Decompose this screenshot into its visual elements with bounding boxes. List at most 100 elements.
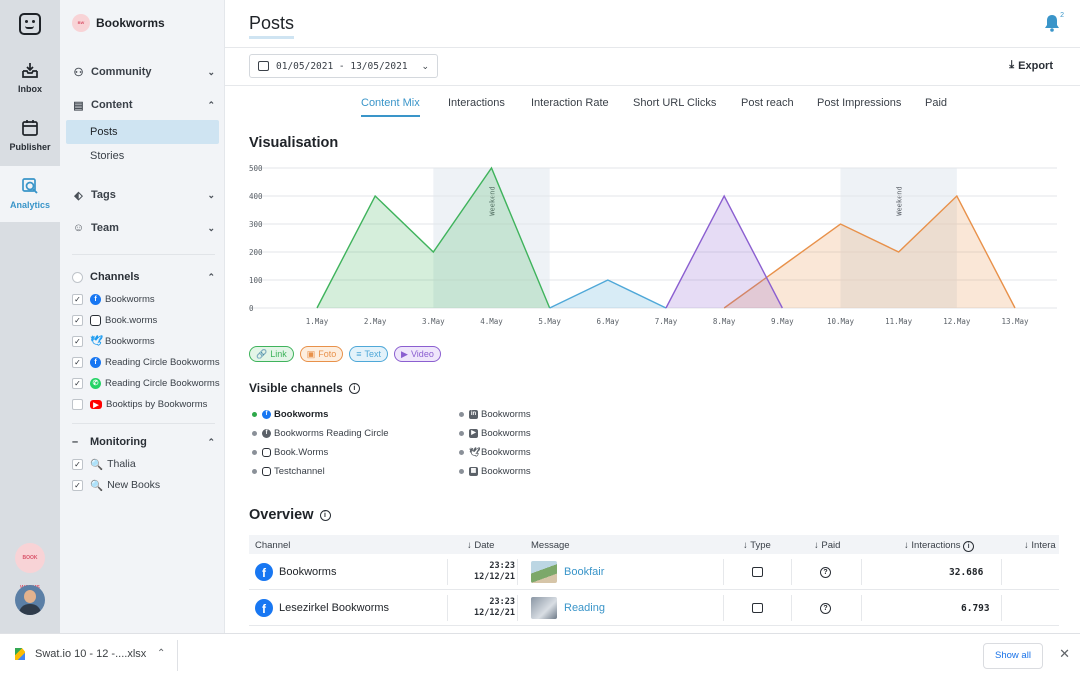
column-header-label: Interactions xyxy=(911,540,961,551)
column-header-interaction-rate[interactable]: ↓ Intera xyxy=(1024,540,1056,551)
tag-icon: ⬖ xyxy=(74,189,83,202)
column-header-date[interactable]: ↓ Date xyxy=(467,540,494,551)
info-icon[interactable]: i xyxy=(963,541,975,552)
date-range-picker[interactable]: 01/05/2021 - 13/05/2021 ⌄ xyxy=(249,54,438,78)
select-all-channels-checkbox[interactable] xyxy=(72,271,83,283)
monitoring-item[interactable]: ✓ 🔍 Thalia xyxy=(72,456,222,472)
rail-item-analytics[interactable]: Analytics xyxy=(0,166,60,222)
column-header-type[interactable]: ↓ Type xyxy=(743,540,771,551)
close-icon[interactable]: ✕ xyxy=(1059,646,1070,661)
checkbox[interactable] xyxy=(72,398,83,410)
analytics-icon xyxy=(22,178,38,194)
rail-item-label: Analytics xyxy=(9,200,51,210)
rail-item-inbox[interactable]: Inbox xyxy=(0,60,60,116)
table-row[interactable]: f Lesezirkel Bookworms 23:23 12/12/21 Read… xyxy=(249,590,1059,626)
sidebar-item-content[interactable]: ▤ Content ⌃ xyxy=(72,96,215,114)
checkbox[interactable]: ✓ xyxy=(72,335,83,347)
download-item[interactable]: Swat.io 10 - 12 -....xlsx xyxy=(15,648,146,660)
sidebar-subitem-stories[interactable]: Stories xyxy=(90,150,125,162)
monitoring-header[interactable]: – Monitoring ⌃ xyxy=(72,434,215,450)
column-header-paid[interactable]: ↓ Paid xyxy=(814,540,840,551)
checkbox[interactable]: ✓ xyxy=(72,356,83,368)
visible-channel-item[interactable]: ▦ Bookworms xyxy=(459,462,531,481)
tab-short-url-clicks[interactable]: Short URL Clicks xyxy=(633,97,717,109)
tab-interaction-rate[interactable]: Interaction Rate xyxy=(531,97,609,109)
photo-icon xyxy=(752,567,763,577)
link-icon: 🔗 xyxy=(256,349,268,359)
column-header-interactions[interactable]: ↓ Interactions i xyxy=(904,540,975,552)
channel-item[interactable]: ✓ f Reading Circle Bookworms xyxy=(72,354,222,370)
channel-name: Bookworms xyxy=(279,566,337,578)
visible-channel-label: Book.Worms xyxy=(274,447,329,458)
monitoring-item[interactable]: ✓ 🔍 New Books xyxy=(72,477,222,493)
legend-chip-link[interactable]: 🔗 Link xyxy=(249,346,294,362)
visible-channel-item[interactable]: Book.Worms xyxy=(252,443,389,462)
channel-item[interactable]: ✓ f Bookworms xyxy=(72,291,222,307)
visible-channel-item[interactable]: f Bookworms Reading Circle xyxy=(252,424,389,443)
sidebar-item-team[interactable]: ☺ Team ⌄ xyxy=(72,219,215,237)
chart-legend: 🔗 Link ▣ Foto ≡ Text ▶ Video xyxy=(249,346,441,362)
tab-post-impressions[interactable]: Post Impressions xyxy=(817,97,902,109)
sidebar-item-tags[interactable]: ⬖ Tags ⌄ xyxy=(72,186,215,204)
avatar[interactable] xyxy=(15,585,45,615)
visible-channel-item[interactable]: 🕊 Bookworms xyxy=(459,443,531,462)
visible-channel-item[interactable]: f Bookworms xyxy=(252,405,389,424)
channel-item[interactable]: ✓ 🕊 Bookworms xyxy=(72,333,222,349)
channel-item[interactable]: ▶ Booktips by Bookworms xyxy=(72,396,222,412)
tab-paid[interactable]: Paid xyxy=(925,97,948,109)
visible-channel-item[interactable]: ▶ Bookworms xyxy=(459,424,531,443)
column-header-channel[interactable]: Channel xyxy=(255,540,291,551)
brand[interactable]: BW Bookworms xyxy=(72,14,165,32)
photo-icon xyxy=(752,603,763,613)
post-message-link[interactable]: Bookfair xyxy=(564,566,605,578)
x-tick-label: 9.May xyxy=(771,317,794,326)
checkbox[interactable]: ✓ xyxy=(72,458,83,470)
sidebar-subitem-posts[interactable]: Posts xyxy=(66,120,219,144)
bell-icon[interactable] xyxy=(1044,14,1060,32)
checkbox[interactable]: ✓ xyxy=(72,314,83,326)
column-header-message[interactable]: Message xyxy=(531,540,570,551)
tab-content-mix[interactable]: Content Mix xyxy=(361,97,420,117)
file-icon xyxy=(15,648,25,660)
checkbox[interactable]: ✓ xyxy=(72,479,83,491)
question-icon: ? xyxy=(820,602,831,614)
visible-channel-item[interactable]: in Bookworms xyxy=(459,405,531,424)
tab-interactions[interactable]: Interactions xyxy=(448,97,505,109)
post-date: 12/12/21 xyxy=(474,608,515,618)
chevron-up-icon[interactable]: ⌃ xyxy=(157,648,166,659)
info-icon[interactable]: i xyxy=(319,509,331,521)
post-message-link[interactable]: Reading xyxy=(564,602,605,614)
checkbox[interactable]: ✓ xyxy=(72,293,83,305)
brand-badge[interactable]: BOOK WORMS xyxy=(15,543,45,591)
checkbox[interactable]: ✓ xyxy=(72,377,83,389)
channel-item[interactable]: ✓ ✆ Reading Circle Bookworms xyxy=(72,375,222,391)
brand-logo-icon: BW xyxy=(72,14,90,32)
channel-item[interactable]: ✓ Book.worms xyxy=(72,312,222,328)
channels-header[interactable]: Channels ⌃ xyxy=(72,269,215,285)
app-logo-icon[interactable] xyxy=(19,13,41,35)
visible-channel-item[interactable]: Testchannel xyxy=(252,462,389,481)
download-icon: ⤓ xyxy=(1009,59,1015,71)
x-tick-label: 8.May xyxy=(713,317,736,326)
column-separator xyxy=(723,595,724,621)
chevron-down-icon: ⌄ xyxy=(207,189,215,200)
rail-item-publisher[interactable]: Publisher xyxy=(0,118,60,174)
export-button[interactable]: ⤓ Export xyxy=(1009,59,1053,72)
export-label: Export xyxy=(1018,59,1053,72)
post-thumbnail[interactable] xyxy=(531,561,557,583)
legend-chip-text[interactable]: ≡ Text xyxy=(349,346,389,362)
y-tick-label: 300 xyxy=(249,220,263,229)
channel-cell: f Lesezirkel Bookworms xyxy=(255,590,389,626)
legend-chip-foto[interactable]: ▣ Foto xyxy=(299,346,344,362)
message-cell: Reading xyxy=(531,590,605,626)
tab-post-reach[interactable]: Post reach xyxy=(741,97,794,109)
table-row[interactable]: f Bookworms 23:23 12/12/21 Bookfair ? 32.6… xyxy=(249,554,1059,590)
column-header-label: Type xyxy=(750,540,771,551)
post-thumbnail[interactable] xyxy=(531,597,557,619)
legend-chip-video[interactable]: ▶ Video xyxy=(394,346,441,362)
minus-icon[interactable]: – xyxy=(72,436,79,448)
sidebar-item-community[interactable]: ⚇ Community ⌄ xyxy=(72,63,215,81)
info-icon[interactable]: i xyxy=(348,382,360,394)
message-cell: Bookfair xyxy=(531,554,604,590)
show-all-button[interactable]: Show all xyxy=(983,643,1043,669)
